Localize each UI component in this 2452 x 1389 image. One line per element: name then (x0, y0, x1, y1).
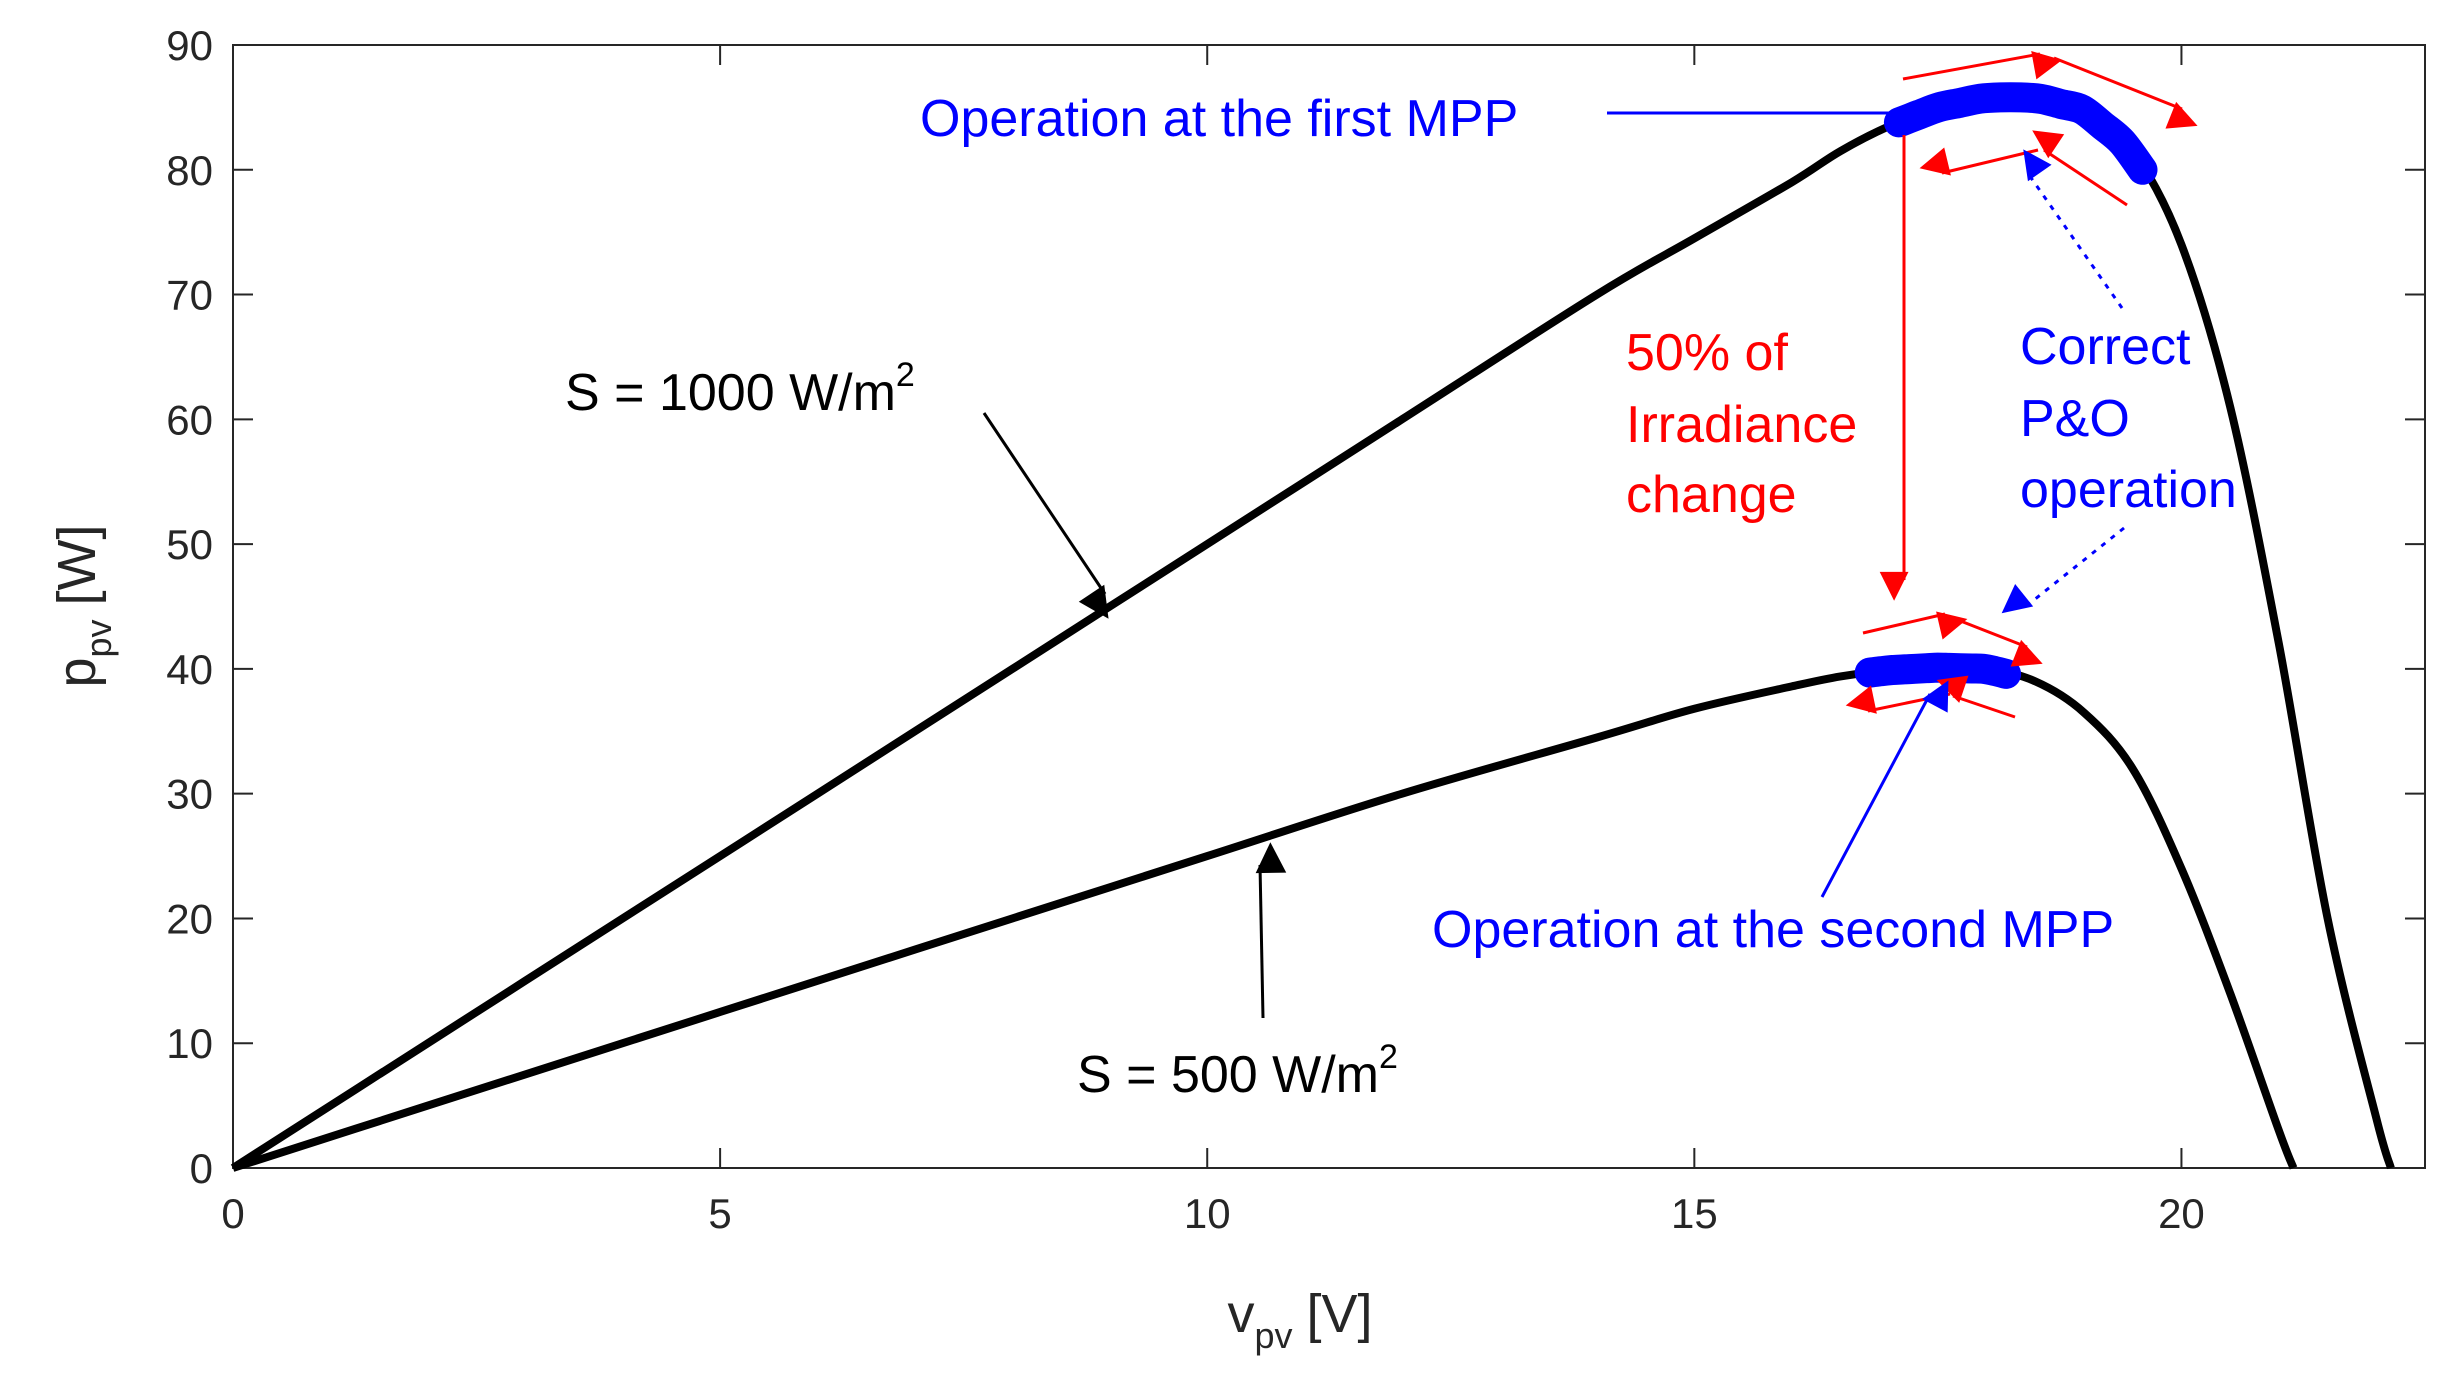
x-axis-label: vpv [V] (1227, 1284, 1372, 1356)
y-tick-label: 20 (166, 895, 213, 942)
po-label-line2: P&O (2020, 390, 2130, 448)
y-tick-label: 10 (166, 1020, 213, 1067)
y-axis-label-unit: [W] (47, 524, 107, 605)
second-mpp-arrow (1820, 680, 1949, 898)
po-label-line3: operation (2020, 461, 2237, 519)
red-arrow-5 (1862, 611, 1968, 640)
red-arrow-1 (1902, 51, 2063, 81)
plot-frame (232, 44, 2426, 1169)
y-axis-ticks: 0 10 20 30 40 50 60 70 80 90 (166, 22, 2425, 1192)
red-arrow-7 (1845, 685, 1951, 714)
y-tick-label: 90 (166, 22, 213, 69)
x-axis-label-sub: pv (1254, 1315, 1292, 1356)
x-tick-label: 0 (221, 1190, 244, 1237)
s500-label-sup: 2 (1379, 1038, 1398, 1076)
s500-arrow (1255, 842, 1287, 1019)
po-arrow-down (2001, 526, 2125, 614)
red-arrow-2 (2053, 56, 2198, 129)
s500-label-text: S = 500 W/m (1077, 1046, 1379, 1104)
first-mpp-region (1883, 82, 2158, 185)
s1000-arrow (982, 412, 1109, 619)
y-axis-label-sub: pv (78, 619, 119, 657)
po-label-line1: Correct (2020, 318, 2191, 376)
y-tick-label: 70 (166, 272, 213, 319)
x-axis-label-unit: [V] (1307, 1284, 1373, 1344)
irradiance-label-line3: change (1626, 466, 1797, 524)
x-tick-label: 10 (1184, 1190, 1231, 1237)
first-mpp-label: Operation at the first MPP (920, 90, 1518, 148)
y-tick-label: 60 (166, 396, 213, 443)
red-arrow-6 (1957, 618, 2043, 667)
curve-1000-wm2 (230, 91, 2395, 1172)
s1000-label-sup: 2 (896, 356, 915, 394)
y-axis-label: ppv [W] (47, 524, 119, 687)
y-tick-label: 80 (166, 147, 213, 194)
red-arrow-3 (1919, 147, 2039, 176)
s1000-label: S = 1000 W/m2 (565, 356, 915, 422)
x-tick-label: 5 (708, 1190, 731, 1237)
y-tick-label: 50 (166, 521, 213, 568)
y-tick-label: 40 (166, 646, 213, 693)
red-arrow-8 (1936, 675, 2016, 719)
x-axis-ticks: 0 5 10 15 20 (221, 45, 2205, 1237)
irradiance-label-line1: 50% of (1626, 324, 1788, 382)
curve-500-wm2 (231, 663, 2298, 1172)
s1000-label-text: S = 1000 W/m (565, 364, 896, 422)
irradiance-label: 50% of Irradiance change (1626, 324, 1872, 524)
x-tick-label: 20 (2158, 1190, 2205, 1237)
x-tick-label: 15 (1671, 1190, 1718, 1237)
red-arrow-4 (2032, 130, 2128, 207)
y-tick-label: 30 (166, 771, 213, 818)
po-label: Correct P&O operation (2020, 318, 2237, 519)
second-mpp-region (1854, 652, 2022, 689)
irradiance-label-line2: Irradiance (1626, 396, 1857, 454)
y-tick-label: 0 (190, 1145, 213, 1192)
x-axis-label-main: v (1227, 1284, 1254, 1344)
y-axis-label-main: p (47, 657, 107, 687)
second-mpp-label: Operation at the second MPP (1432, 901, 2114, 959)
s500-label: S = 500 W/m2 (1077, 1038, 1398, 1104)
po-arrow-up (2023, 149, 2124, 309)
